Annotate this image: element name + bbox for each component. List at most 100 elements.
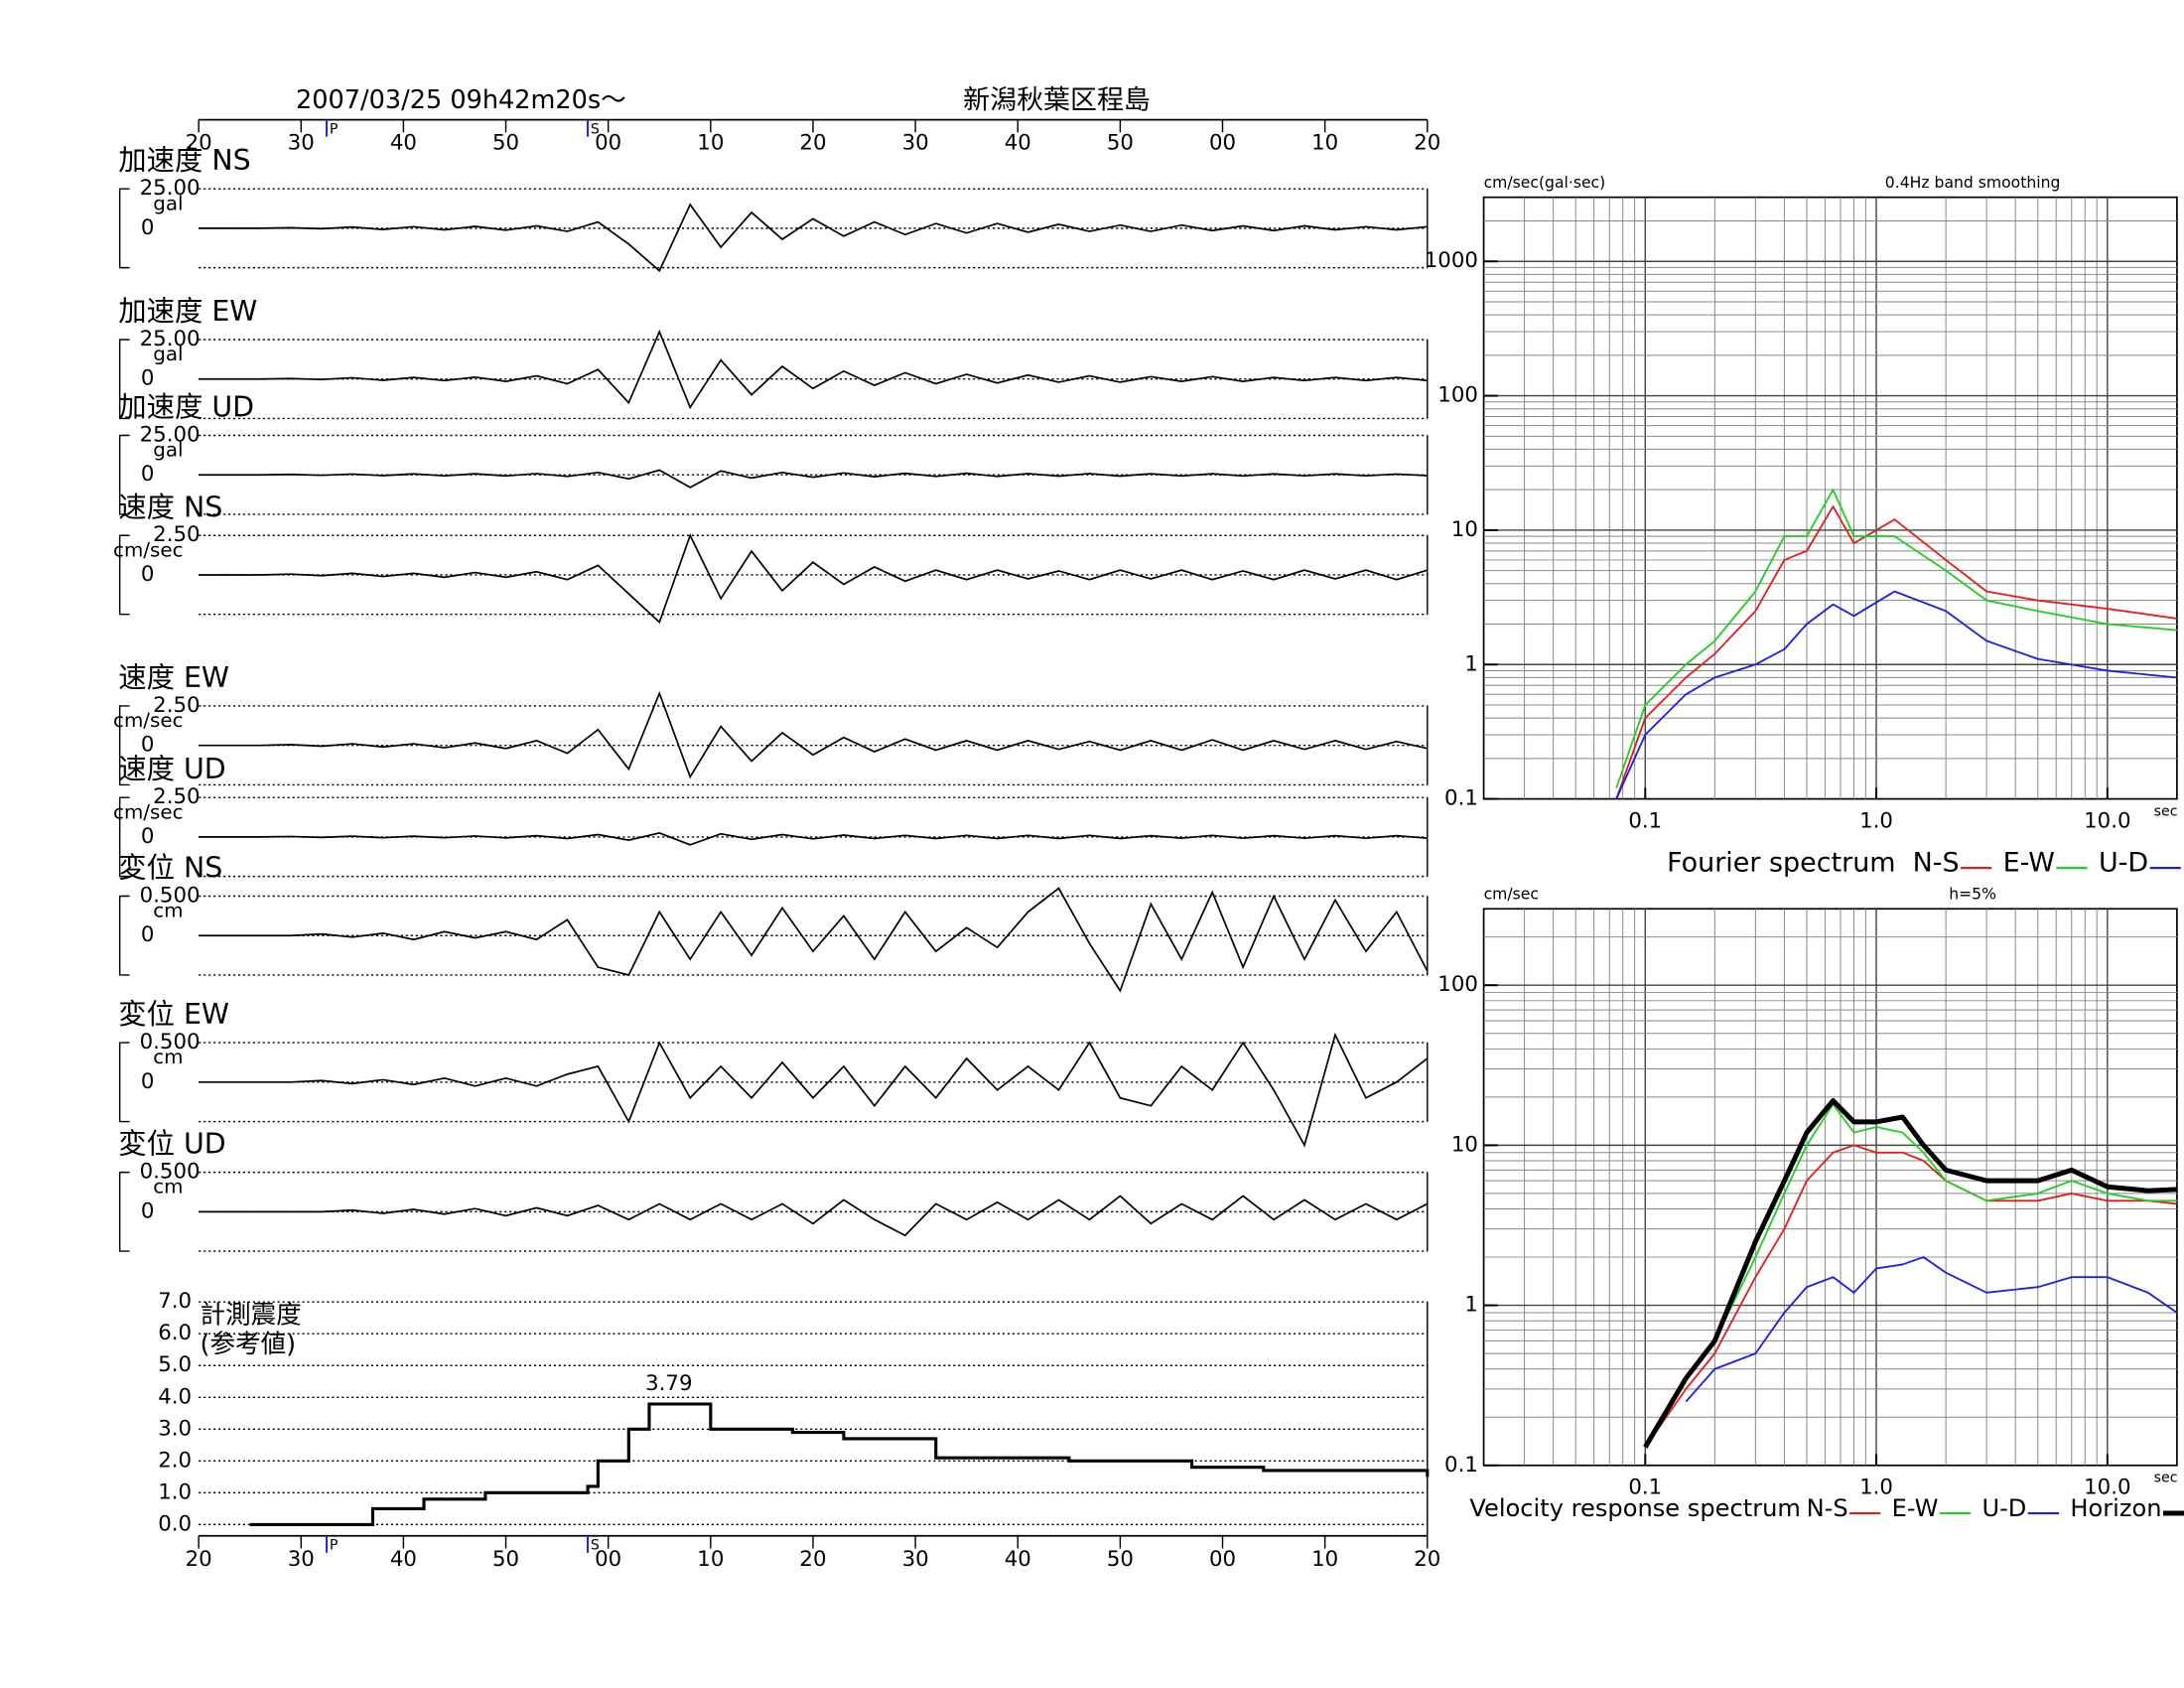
trace-label: 変位 EW (118, 998, 229, 1031)
trace-scale: 0 (141, 562, 155, 587)
trace-bracket (118, 796, 130, 878)
trace-bracket (118, 339, 130, 420)
trace-unit: gal (153, 343, 183, 365)
x-tick-label: 1.0 (1859, 808, 1893, 833)
trace-scale: 0 (141, 733, 155, 758)
spectrum-line (1644, 1144, 2178, 1448)
trace-bracket (118, 188, 130, 269)
annotation: h=5% (1949, 886, 1996, 904)
x-tick-label: 0.1 (1628, 1475, 1662, 1499)
x-tick-label: 0.1 (1628, 808, 1662, 833)
trace-bracket (118, 534, 130, 616)
y-tick-label: 0.0 (158, 1511, 192, 1536)
waveform (199, 832, 1428, 846)
time-tick-label: 50 (492, 131, 519, 156)
trace-label: 変位 UD (118, 1128, 225, 1161)
x-tick-label: 10.0 (2084, 808, 2130, 833)
time-tick-label: 20 (799, 131, 826, 156)
spectrum-line (1615, 505, 2178, 799)
waveform (199, 203, 1428, 273)
y-tick-label: 1.0 (158, 1479, 192, 1504)
time-tick-label: 30 (902, 1547, 929, 1572)
y-tick-label: 100 (1437, 972, 1478, 997)
time-tick-label: 00 (1209, 131, 1236, 156)
time-tick-label: 40 (1005, 1547, 1031, 1572)
time-tick-label: 30 (902, 131, 929, 156)
trace-unit: cm (153, 900, 183, 922)
trace-scale: 25.00 (140, 327, 201, 352)
phase-label: P (330, 1538, 339, 1554)
waveform (199, 329, 1428, 410)
trace-bracket (118, 1171, 130, 1252)
waveform (199, 1195, 1429, 1237)
time-tick-label: 50 (1107, 1547, 1134, 1572)
time-tick-label: 10 (1311, 131, 1338, 156)
time-tick-label: 10 (697, 1547, 724, 1572)
legend-label: Horizon (2070, 1494, 2161, 1522)
peak-label: 3.79 (645, 1371, 692, 1396)
trace-scale: 0 (141, 215, 155, 240)
trace-unit: cm (153, 1046, 183, 1068)
trace-label: 速度 EW (118, 661, 229, 694)
y-tick-label: 5.0 (158, 1352, 192, 1377)
trace-scale: 0 (141, 1198, 155, 1223)
legend-label: U-D (1981, 1494, 2026, 1522)
y-tick-label: 0.1 (1444, 1453, 1478, 1477)
phase-label: S (591, 122, 600, 138)
trace-scale: 0 (141, 922, 155, 947)
x-axis-unit: sec (2154, 1471, 2178, 1486)
y-tick-label: 1 (1464, 651, 1478, 676)
trace-bracket (118, 1042, 130, 1123)
x-tick-label: 10.0 (2084, 1475, 2130, 1499)
trace-bracket (118, 895, 130, 976)
trace-scale: 0.500 (140, 884, 201, 909)
time-tick-label: 50 (1107, 131, 1134, 156)
waveform (199, 533, 1429, 625)
y-tick-label: 100 (1437, 383, 1478, 408)
y-axis-label: cm/sec (1484, 886, 1539, 904)
waveform (199, 1032, 1429, 1148)
trace-label: 加速度 UD (118, 391, 254, 424)
trace-scale: 2.50 (153, 784, 200, 809)
spectrum-line (1615, 590, 2177, 799)
trace-scale: 0 (141, 1069, 155, 1094)
trace-scale: 2.50 (153, 693, 200, 718)
y-tick-label: 1000 (1425, 248, 1478, 273)
trace-scale: 0.500 (140, 1030, 201, 1055)
y-tick-label: 0.1 (1444, 786, 1478, 811)
station-name: 新潟秋葉区程島 (963, 85, 1151, 116)
legend-label: E-W (2003, 847, 2055, 878)
trace-scale: 0 (141, 462, 155, 487)
trace-label: 変位 NS (118, 852, 222, 885)
time-tick-label: 30 (288, 131, 315, 156)
trace-label: 速度 UD (118, 753, 225, 785)
trace-unit: cm/sec (113, 709, 183, 732)
y-tick-label: 1 (1464, 1293, 1478, 1318)
legend-label: N-S (1807, 1494, 1848, 1522)
y-tick-label: 7.0 (158, 1289, 192, 1314)
trace-scale: 0.500 (140, 1160, 201, 1185)
trace-scale: 25.00 (140, 422, 201, 447)
waveform (199, 690, 1428, 779)
trace-scale: 2.50 (153, 522, 200, 547)
time-tick-label: 00 (595, 131, 621, 156)
legend-label: N-S (1913, 847, 1960, 878)
time-tick-label: 00 (595, 1547, 621, 1572)
trace-unit: cm/sec (113, 538, 183, 561)
plot-frame (1482, 908, 2178, 1467)
spectrum-line (1643, 1097, 2178, 1449)
y-tick-label: 2.0 (158, 1448, 192, 1473)
x-axis-unit: sec (2154, 803, 2178, 819)
y-tick-label: 10 (1451, 517, 1478, 542)
trace-scale: 0 (141, 366, 155, 391)
waveform (199, 887, 1429, 993)
y-tick-label: 10 (1451, 1132, 1478, 1157)
spectrum-line (1644, 1103, 2177, 1448)
y-tick-label: 3.0 (158, 1416, 192, 1441)
time-tick-label: 20 (1414, 1547, 1440, 1572)
time-tick-label: 40 (390, 131, 417, 156)
intensity-line (249, 1402, 1430, 1526)
spectrum-line (1615, 489, 2177, 789)
trace-unit: cm (153, 1176, 183, 1198)
